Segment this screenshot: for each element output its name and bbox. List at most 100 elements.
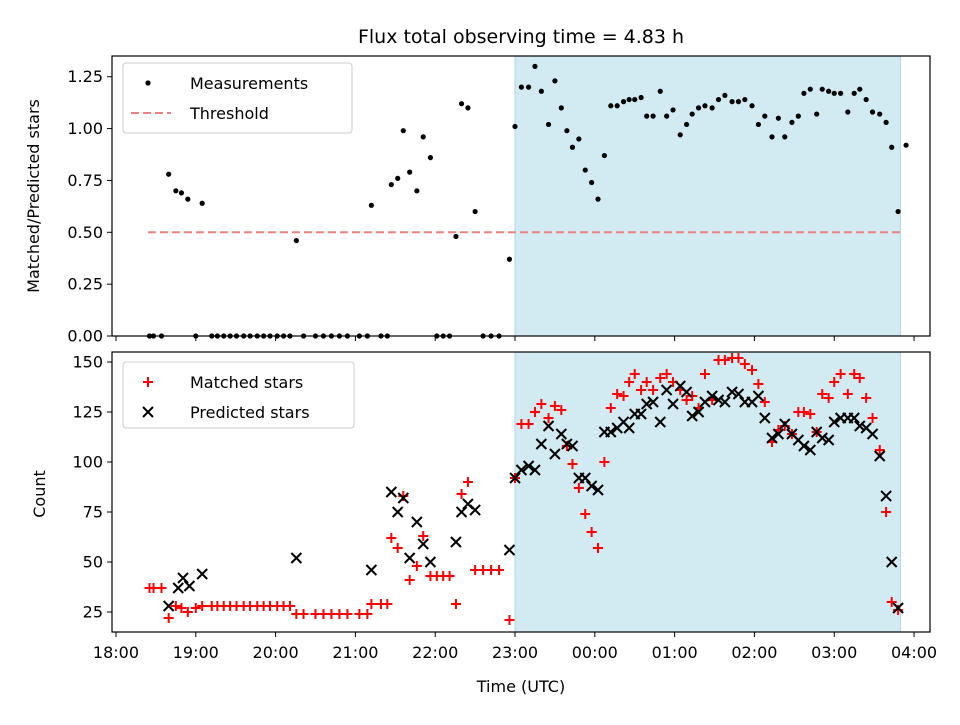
predicted-star-marker: [469, 504, 481, 516]
matched-star-marker: [881, 507, 892, 517]
matched-star-marker: [284, 601, 295, 611]
measurement-point: [626, 96, 632, 103]
measurement-point: [576, 136, 582, 142]
measurement-point: [670, 107, 676, 113]
matched-star-marker: [733, 353, 744, 363]
predicted-star-marker: [892, 602, 904, 614]
bottom-shaded-region: [514, 351, 901, 633]
measurement-point: [845, 109, 851, 115]
predicted-star-marker: [391, 506, 404, 518]
matched-star-marker: [854, 373, 865, 383]
top-ytick-label: 1.25: [67, 67, 103, 86]
matched-star-marker: [687, 391, 698, 401]
measurement-point: [782, 134, 788, 140]
measurement-point: [427, 155, 434, 161]
bottom-ytick-label: 100: [72, 453, 103, 472]
matched-star-marker: [556, 405, 567, 415]
measurement-point: [518, 84, 524, 90]
measurement-point: [664, 113, 670, 119]
measurement-point: [749, 103, 755, 109]
predicted-star-marker: [772, 428, 785, 440]
predicted-star-marker: [183, 580, 196, 592]
measurement-point: [608, 103, 614, 109]
measurement-point: [414, 188, 420, 194]
measurement-point: [883, 119, 889, 125]
matched-star-marker: [699, 369, 710, 379]
predicted-star-marker: [640, 398, 653, 410]
predicted-star-marker: [566, 440, 579, 452]
top-shaded-region: [514, 55, 901, 337]
matched-star-marker: [392, 543, 403, 553]
measurement-point: [683, 121, 690, 128]
measurement-point: [199, 200, 205, 206]
matched-star-marker: [605, 403, 616, 413]
measurement-point: [465, 105, 471, 111]
bottom-ytick-label: 50: [83, 553, 103, 572]
predicted-star-marker: [522, 460, 535, 472]
matched-star-marker: [536, 399, 547, 409]
measurement-point: [795, 113, 801, 119]
measurement-point: [775, 115, 781, 121]
matched-star-marker: [805, 409, 816, 419]
predicted-star-marker: [579, 472, 591, 484]
measurement-point: [762, 113, 768, 119]
predicted-star-marker: [732, 388, 745, 400]
matched-star-marker: [823, 393, 834, 403]
predicted-star-marker: [680, 386, 693, 398]
top-ytick-label: 0.75: [67, 171, 103, 190]
x-axis-label: Time (UTC): [476, 677, 565, 696]
predicted-star-marker: [290, 552, 303, 564]
predicted-star-marker: [605, 426, 617, 438]
matched-star-marker: [523, 419, 534, 429]
predicted-star-marker: [555, 428, 568, 440]
legend-predicted-marker: [142, 406, 154, 418]
legend-label: Measurements: [190, 74, 308, 93]
top-ytick-label: 0.50: [67, 223, 103, 242]
bottom-ytick-label: 150: [72, 353, 103, 372]
xtick-label: 21:00: [332, 643, 378, 662]
matched-star-marker: [759, 397, 770, 407]
xtick-label: 19:00: [173, 643, 219, 662]
predicted-star-marker: [635, 408, 647, 420]
measurement-point: [601, 152, 607, 159]
measurement-point: [650, 113, 656, 119]
top-axes-frame: [111, 55, 931, 337]
measurement-point: [869, 109, 876, 115]
predicted-star-marker: [822, 434, 835, 446]
measurement-point: [819, 86, 825, 92]
legend-label: Threshold: [189, 104, 269, 123]
predicted-star-marker: [880, 490, 892, 502]
matched-star-marker: [366, 599, 377, 609]
matched-star-marker: [411, 561, 422, 571]
matched-star-marker: [342, 609, 353, 619]
predicted-star-marker: [854, 420, 866, 432]
predicted-star-marker: [385, 486, 398, 498]
measurement-point: [458, 101, 465, 107]
measurement-point: [632, 96, 638, 103]
predicted-star-marker: [529, 464, 541, 476]
measurement-point: [178, 190, 185, 196]
matched-star-marker: [817, 389, 828, 399]
measurement-point: [420, 134, 426, 140]
bottom-ylabel: Count: [30, 470, 49, 518]
measurement-point: [293, 237, 299, 244]
bottom-axes-frame: [111, 351, 931, 633]
measurement-point: [702, 103, 708, 109]
measurement-point: [569, 144, 576, 150]
matched-star-marker: [648, 385, 659, 395]
measurement-point: [512, 123, 518, 130]
predicted-star-marker: [828, 416, 840, 428]
top-ylabel: Matched/Predicted stars: [24, 99, 43, 293]
top-ytick-label: 1.00: [67, 119, 103, 138]
predicted-star-marker: [719, 396, 731, 408]
matched-star-marker: [543, 413, 554, 423]
matched-star-marker: [618, 391, 629, 401]
predicted-star-marker: [779, 418, 791, 430]
predicted-star-marker: [706, 390, 718, 402]
top-ytick-label: 0.00: [67, 327, 103, 346]
predicted-star-marker: [424, 556, 437, 568]
measurement-point: [789, 119, 795, 125]
xtick-label: 18:00: [93, 643, 139, 662]
measurement-point: [564, 128, 570, 134]
measurement-point: [595, 196, 601, 202]
